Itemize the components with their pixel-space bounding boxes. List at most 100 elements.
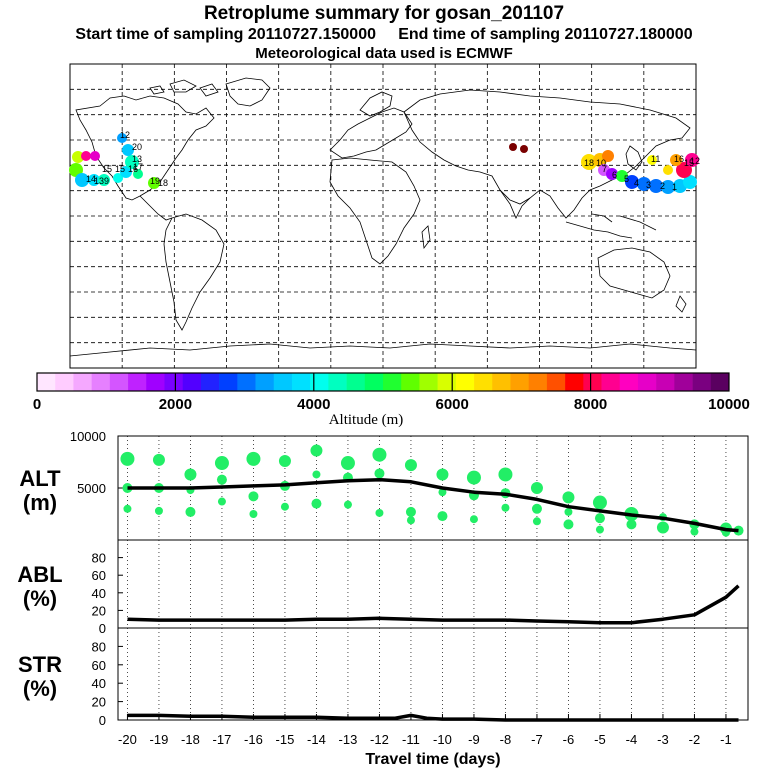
altitude-point [563, 519, 574, 530]
colorbar-cell [492, 373, 511, 391]
colorbar-tick-label: 2000 [159, 396, 192, 413]
altitude-point [498, 467, 513, 482]
coast-scandinavia [359, 91, 393, 117]
east-cluster-dot [637, 177, 651, 191]
altitude-point [469, 515, 478, 524]
colorbar-cell [328, 373, 347, 391]
altitude-point [733, 525, 744, 536]
x-tick-label: -7 [531, 732, 543, 747]
altitude-point [595, 525, 604, 534]
colorbar-cell [437, 373, 457, 391]
colorbar-cell [364, 373, 384, 391]
colorbar-cell [273, 373, 293, 391]
west-cluster-label: 9 [104, 176, 109, 186]
x-tick-label: -14 [307, 732, 326, 747]
colorbar-cell [219, 373, 238, 391]
colorbar-cell [419, 373, 438, 391]
chart-subtitle-meteo: Meteorological data used is ECMWF [255, 45, 513, 62]
colorbar-cell [474, 373, 493, 391]
y-tick-label: 5000 [77, 481, 106, 496]
colorbar-cell [583, 373, 602, 391]
west-cluster-dot [120, 166, 132, 178]
colorbar-tick-label: 8000 [574, 396, 607, 413]
x-tick-label: -1 [720, 732, 732, 747]
altitude-point [404, 459, 417, 472]
panel-ylabel-name: ABL [17, 562, 62, 587]
east-cluster-label: 18 [584, 158, 594, 168]
colorbar-cell [346, 373, 366, 391]
coastlines [69, 77, 697, 357]
coast-madagascar [421, 225, 431, 250]
y-tick-label: 40 [92, 676, 106, 691]
colorbar-cell [55, 373, 74, 391]
x-tick-label: -3 [657, 732, 669, 747]
altitude-point [278, 454, 291, 467]
altitude-point [372, 447, 387, 462]
west-cluster-label: 15 [115, 164, 125, 174]
colorbar-cell [601, 373, 621, 391]
coast-greenland [225, 77, 271, 107]
altitude-point [436, 468, 449, 481]
x-tick-label: -17 [213, 732, 232, 747]
east-cluster-dot [581, 154, 597, 170]
y-tick-label: 0 [99, 713, 106, 728]
colorbar-cell [637, 373, 657, 391]
colorbar-tick-label: 0 [33, 396, 41, 413]
west-cluster-dot [75, 173, 89, 187]
east-cluster-dot [685, 153, 699, 167]
altitude-point [249, 510, 258, 518]
altitude-point [280, 502, 289, 511]
panel-ylabel-unit: (%) [23, 676, 57, 701]
colorbar-cell [37, 373, 56, 391]
coast-india [499, 189, 531, 219]
coast-japan [625, 145, 643, 171]
west-cluster-label: 20 [132, 142, 142, 152]
coast-australia [597, 247, 671, 299]
y-tick-label: 60 [92, 658, 106, 673]
altitude-point [216, 474, 227, 485]
west-cluster-dot [133, 169, 143, 179]
travel-time-axis: -20 -19 -18 -17 -16 -15 -14 -13 -12 -11 -10 -9 -8 -7 -… [118, 714, 732, 768]
colorbar-cell [656, 373, 675, 391]
east-cluster-label: 6 [612, 170, 617, 180]
altitude-point [374, 468, 385, 479]
x-tick-label: -20 [118, 732, 137, 747]
east-cluster-dot [683, 175, 697, 189]
east-cluster-dot [616, 170, 628, 182]
east-cluster-label: 4 [634, 178, 639, 188]
colorbar-cell [291, 373, 311, 391]
series-line [127, 713, 739, 722]
x-tick-label: -6 [563, 732, 575, 747]
coast-asia [403, 89, 691, 219]
x-tick-label: -11 [402, 732, 420, 747]
east-cluster-dot [649, 179, 663, 193]
altitude-point [185, 506, 196, 517]
altitude-point [564, 507, 573, 516]
x-tick-label: -13 [339, 732, 358, 747]
colorbar-cell [619, 373, 639, 391]
east-cluster-dot [676, 162, 692, 178]
west-cluster-dot [90, 151, 100, 161]
altitude-point [184, 468, 197, 481]
west-cluster-dot [81, 151, 91, 161]
east-cluster-label: 11 [651, 154, 660, 164]
colorbar-cell [710, 373, 730, 391]
colorbar-frame [36, 372, 730, 392]
colorbar-cell [310, 373, 329, 391]
altitude-point [437, 511, 448, 522]
y-tick-label: 40 [92, 586, 106, 601]
panel-ylabel-name: STR [18, 652, 62, 677]
altitude-point [122, 483, 133, 493]
coast-africa [329, 157, 421, 265]
west-cluster-label: 18 [158, 178, 168, 188]
colorbar-cell [200, 373, 220, 391]
y-tick-label: 20 [92, 603, 106, 618]
coast-new-zealand [675, 295, 687, 313]
east-cluster-dot [647, 155, 657, 165]
east-cluster-label: 10 [596, 158, 606, 168]
str-panel: 80 60 40 20 0 STR(%) [18, 627, 749, 728]
east-cluster-dot [509, 143, 517, 151]
alt-panel: 10000 5000 ALT(m) [19, 429, 749, 541]
series-line [127, 584, 740, 625]
